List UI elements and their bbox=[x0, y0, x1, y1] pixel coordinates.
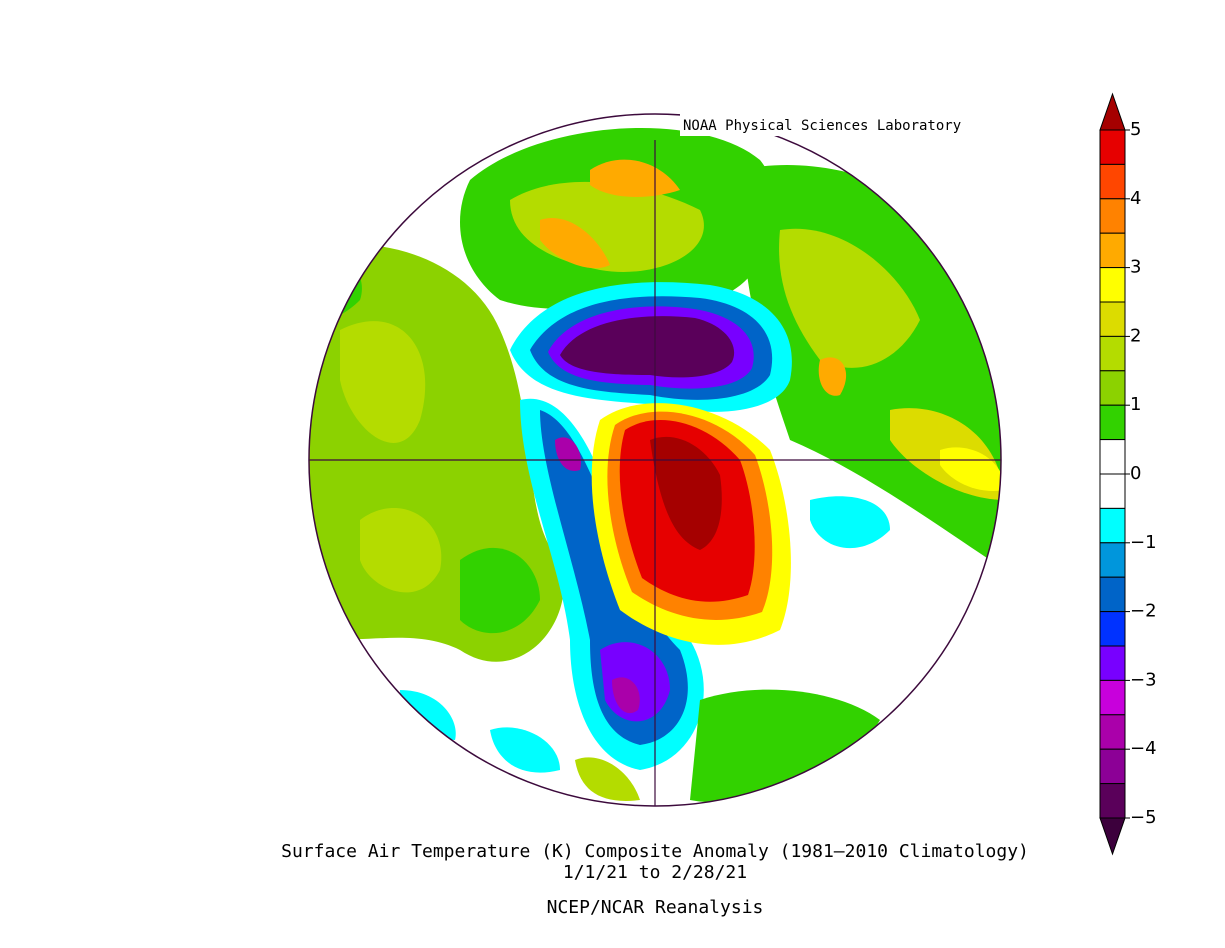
colorbar-segment bbox=[1099, 645, 1126, 681]
colorbar-segment bbox=[1099, 679, 1126, 716]
colorbar-arrow bbox=[1099, 817, 1126, 856]
colorbar-segment bbox=[1099, 163, 1126, 200]
colorbar-segment bbox=[1099, 439, 1126, 475]
colorbar-segment bbox=[1099, 748, 1126, 785]
title: Surface Air Temperature (K) Composite An… bbox=[281, 841, 1029, 862]
colorbar-tick-label: −2 bbox=[1130, 601, 1157, 622]
colorbar-tick-label: 1 bbox=[1130, 394, 1141, 415]
colorbar-segment bbox=[1099, 129, 1126, 165]
colorbar-tick-label: 4 bbox=[1130, 188, 1141, 209]
colorbar-segment bbox=[1099, 783, 1126, 819]
colorbar-segment bbox=[1099, 267, 1126, 303]
colorbar-tick-label: 0 bbox=[1130, 463, 1141, 484]
colorbar-tick-label: −3 bbox=[1130, 669, 1157, 690]
colorbar-segment bbox=[1099, 473, 1126, 509]
dates: 1/1/21 to 2/28/21 bbox=[563, 862, 747, 883]
credit: NOAA Physical Sciences Laboratory bbox=[683, 118, 961, 134]
colorbar: 5 4 3 2 1 0 −1 −2 −3 −4 −5 bbox=[1099, 92, 1157, 856]
source: NCEP/NCAR Reanalysis bbox=[547, 897, 764, 918]
colorbar-segment bbox=[1099, 507, 1126, 544]
colorbar-segment bbox=[1099, 301, 1126, 337]
colorbar-segment bbox=[1099, 576, 1126, 613]
colorbar-tick-label: −1 bbox=[1130, 532, 1157, 553]
colorbar-segment bbox=[1099, 611, 1126, 647]
colorbar-segment bbox=[1099, 542, 1126, 578]
colorbar-segment bbox=[1099, 198, 1126, 234]
colorbar-segment bbox=[1099, 714, 1126, 750]
colorbar-tick-label: 5 bbox=[1130, 119, 1141, 140]
colorbar-tick-label: −5 bbox=[1130, 807, 1157, 828]
colorbar-segment bbox=[1099, 404, 1126, 441]
colorbar-segment bbox=[1099, 370, 1126, 406]
colorbar-segment bbox=[1099, 335, 1126, 372]
credit-bg bbox=[680, 114, 1000, 136]
colorbar-arrow bbox=[1099, 92, 1126, 131]
colorbar-tick-label: 2 bbox=[1130, 325, 1141, 346]
colorbar-segment bbox=[1099, 232, 1126, 269]
colorbar-tick-label: 3 bbox=[1130, 257, 1141, 278]
colorbar-tick-label: −4 bbox=[1130, 738, 1157, 759]
